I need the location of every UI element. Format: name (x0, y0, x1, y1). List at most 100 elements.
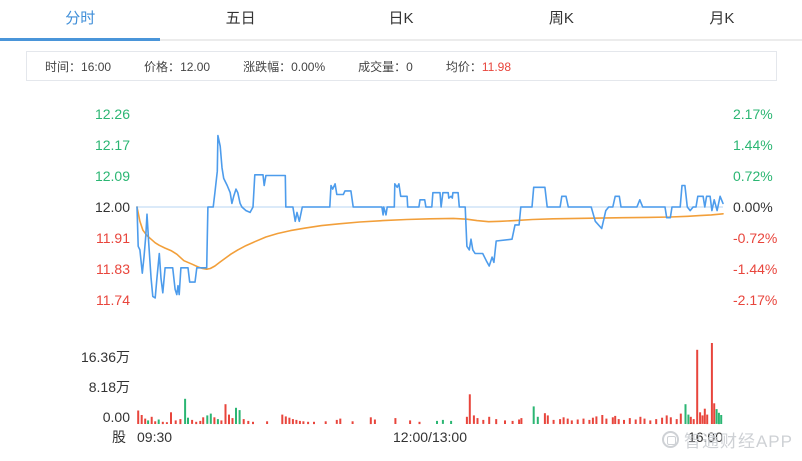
y-axis-percent-label: -0.72% (733, 230, 777, 246)
volume-bar (302, 421, 305, 424)
volume-bar (546, 415, 549, 424)
volume-bar (154, 421, 157, 424)
volume-bar (206, 415, 209, 424)
volume-bar (476, 418, 479, 424)
volume-bar (170, 412, 172, 424)
volume-bar (591, 417, 594, 424)
chart-period-tab-bar: 分时 五日 日K 周K 月K (0, 0, 802, 41)
y-axis-price-label: 11.74 (96, 292, 130, 308)
info-volume-value: 0 (406, 59, 413, 74)
volume-bar (614, 415, 617, 424)
volume-bar (639, 416, 642, 424)
tab-daily-k[interactable]: 日K (388, 10, 414, 27)
x-axis-unit-label: 股 (112, 429, 126, 445)
volume-bar (692, 419, 695, 425)
volume-bar (669, 417, 672, 425)
volume-bar (324, 421, 327, 424)
volume-bar (202, 417, 205, 425)
volume-bar (284, 416, 287, 424)
info-price: 价格：12.00 (144, 58, 210, 75)
volume-bar (679, 413, 682, 424)
volume-bar (157, 419, 160, 424)
volume-bar (161, 421, 164, 425)
volume-bar (655, 419, 658, 425)
volume-bar (552, 419, 555, 424)
volume-bar (543, 413, 546, 424)
volume-axis-label: 8.18万 (89, 379, 130, 395)
avg-price-line (136, 206, 724, 271)
volume-bar (687, 414, 690, 425)
volume-bar (174, 420, 177, 424)
volume-bar (298, 420, 301, 424)
info-change-pct-label: 涨跌幅： (243, 59, 292, 74)
y-axis-price-label: 12.17 (95, 137, 130, 153)
volume-bar (468, 394, 471, 424)
volume-bar (661, 417, 664, 424)
tab-intraday[interactable]: 分时 (0, 0, 161, 41)
info-price-label: 价格： (144, 59, 181, 74)
volume-bar (689, 416, 692, 424)
volume-bar (649, 420, 652, 424)
x-axis-time-label: 09:30 (137, 429, 172, 445)
volume-bar (209, 413, 212, 424)
volume-bar (339, 418, 342, 424)
info-price-value: 12.00 (180, 59, 211, 74)
volume-bar (231, 418, 234, 424)
volume-bar (418, 421, 421, 425)
volume-bar (199, 420, 202, 424)
y-axis-percent-label: -2.17% (733, 292, 777, 308)
volume-bar (710, 343, 713, 424)
volume-bar (281, 414, 284, 425)
volume-bar (165, 422, 168, 424)
volume-bar (266, 421, 269, 424)
y-axis-percent-label: 0.72% (733, 168, 773, 184)
volume-bar (465, 416, 468, 424)
volume-bar (713, 403, 716, 424)
y-axis-price-label: 11.91 (96, 230, 130, 246)
volume-bar (532, 406, 535, 424)
volume-bar (288, 417, 291, 424)
volume-bar (137, 410, 140, 424)
volume-bar (559, 419, 562, 425)
volume-bar (224, 404, 227, 424)
tab-monthly-k[interactable]: 月K (709, 10, 735, 27)
volume-bar (643, 418, 646, 424)
y-axis-percent-label: -1.44% (733, 261, 777, 277)
volume-bar (436, 420, 438, 424)
info-time-value: 16:00 (81, 59, 112, 74)
info-volume: 成交量：0 (358, 58, 413, 75)
volume-bar (220, 420, 223, 424)
volume-bar (191, 419, 194, 424)
volume-bar (140, 415, 143, 424)
volume-bar (504, 420, 506, 424)
info-change-pct-value: 0.00% (291, 59, 326, 74)
volume-bar (482, 419, 485, 424)
volume-bar (703, 408, 706, 424)
volume-bar (588, 419, 591, 424)
volume-bar (228, 414, 230, 425)
volume-bar (252, 421, 254, 425)
volume-bar (511, 420, 514, 424)
volume-bar (409, 420, 412, 424)
x-axis-time-label: 12:00/13:00 (393, 429, 467, 445)
volume-bar (213, 417, 216, 425)
volume-bar (566, 418, 569, 424)
tab-weekly-k[interactable]: 周K (548, 10, 574, 27)
volume-bar (684, 404, 687, 424)
volume-bar (617, 419, 620, 425)
volume-bar (394, 418, 397, 424)
volume-bar (147, 420, 150, 424)
volume-bar (665, 415, 668, 424)
volume-bar (187, 417, 189, 424)
y-axis-percent-label: 1.44% (733, 137, 773, 153)
info-avg-price-label: 均价： (445, 59, 482, 74)
info-avg-price-value: 11.98 (481, 59, 511, 74)
tab-five-day[interactable]: 五日 (225, 10, 256, 27)
y-axis-price-label: 12.00 (95, 199, 130, 215)
volume-bar (247, 420, 250, 424)
volume-bar (699, 412, 702, 424)
y-axis-price-label: 11.83 (96, 261, 130, 277)
volume-bar (595, 416, 598, 424)
volume-bar (472, 415, 475, 424)
